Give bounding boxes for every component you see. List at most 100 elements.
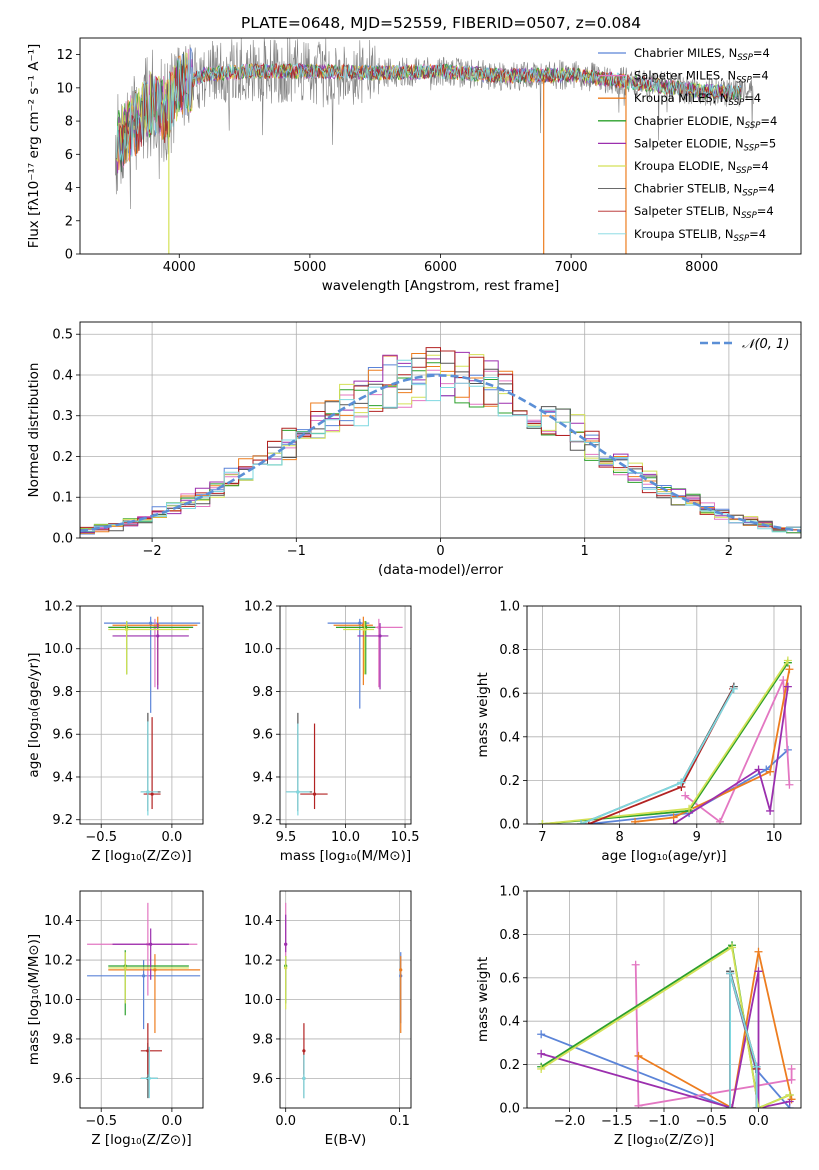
legend-label-sub: SSP xyxy=(734,234,750,244)
residual-histogram-step xyxy=(80,350,801,533)
weight-point-marker xyxy=(787,1075,796,1084)
legend-label-base: Salpeter STELIB, N xyxy=(634,204,741,218)
spectrum-panel: 4000 5000 6000 7000 8000 0 2 4 6 8 10 12 wavelength … xyxy=(26,37,802,294)
legend-label-sub: SSP xyxy=(744,143,760,153)
residuals-frame xyxy=(79,321,802,539)
weight-point-marker xyxy=(538,820,547,824)
weight-series-line xyxy=(540,945,791,1108)
age_vs_z-y-tick-label: 9.6 xyxy=(52,728,73,743)
spectrum-ylabel: Flux [fλ10⁻¹⁷ erg cm⁻² s⁻¹ A⁻¹] xyxy=(26,44,42,249)
age_vs_z-xlabel: Z [log₁₀(Z/Z⊙)] xyxy=(91,848,191,864)
legend-label-base: Kroupa ELODIE, N xyxy=(634,159,736,173)
age_vs_mass-x-tick-label: 10.0 xyxy=(331,830,360,845)
legend-label-base: Chabrier STELIB, N xyxy=(634,182,742,196)
age_vs_mass-frame xyxy=(279,605,412,825)
weight-point-marker xyxy=(752,1104,761,1108)
spectrum-x-tick-label: 7000 xyxy=(555,260,588,275)
weight-point-marker xyxy=(754,947,763,956)
spectrum-y-tick-label: 0 xyxy=(65,248,73,263)
spectrum-x-tick-label: 8000 xyxy=(685,260,718,275)
mass_vs_z-xlabel: Z [log₁₀(Z/Z⊙)] xyxy=(91,1132,191,1148)
age_vs_z-panel: −0.5 0.0 9.2 9.4 9.6 9.8 10.0 10.2 Z [log₁₀(Z/Z⊙… xyxy=(26,600,204,864)
spectrum-plot-area xyxy=(115,38,754,254)
age_vs_mass-plot-area xyxy=(285,616,403,816)
legend-label-sub: SSP xyxy=(736,76,752,86)
weight-point-marker xyxy=(779,676,788,685)
legend-label-sub: SSP xyxy=(742,189,758,199)
legend-label: Chabrier ELODIE, NSSP=4 xyxy=(634,114,777,131)
weight_vs_age-y-tick-label: 0.6 xyxy=(499,687,520,702)
weight-point-marker xyxy=(537,1064,546,1073)
weight_vs_z-y-tick-label: 0.0 xyxy=(499,1102,520,1117)
legend-label-tail: =4 xyxy=(749,227,766,241)
data-point xyxy=(284,966,288,970)
weight-point-marker xyxy=(754,967,763,976)
legend-label: Salpeter STELIB, NSSP=4 xyxy=(634,204,774,221)
weight-point-marker xyxy=(577,820,586,824)
residuals-y-tick-label: 0.4 xyxy=(52,368,73,383)
mass_vs_ebv-y-tick-label: 10.4 xyxy=(244,914,273,929)
residuals-y-tick-label: 0.3 xyxy=(52,409,73,424)
age_vs_mass-panel: 9.5 10.0 10.5 9.2 9.4 9.6 9.8 10.0 10.2 mass [log… xyxy=(244,600,419,865)
weight_vs_z-x-tick-label: −1.0 xyxy=(648,1114,680,1129)
weight_vs_z-frame xyxy=(526,890,802,1109)
weight-point-marker xyxy=(785,665,794,674)
mass_vs_z-y-tick-label: 10.4 xyxy=(44,914,73,929)
weight-point-marker xyxy=(766,767,775,776)
weight_vs_z-ylabel: mass weight xyxy=(475,957,491,1042)
weight-point-marker xyxy=(787,1064,796,1073)
data-point xyxy=(399,968,403,972)
weight_vs_age-panel: 7 8 9 10 0.0 0.2 0.4 0.6 0.8 1.0 age [log₁₀(age/yr… xyxy=(475,600,802,864)
weight-series-line xyxy=(540,973,791,1108)
weight-series-line xyxy=(634,964,793,1107)
age_vs_mass-y-tick-label: 9.2 xyxy=(252,813,273,828)
weight-point-marker xyxy=(677,778,686,787)
age_vs_z-y-tick-label: 9.4 xyxy=(52,770,73,785)
weight-point-marker xyxy=(783,656,792,665)
age_vs_mass-y-tick-label: 10.2 xyxy=(244,600,273,615)
weight-point-marker xyxy=(634,1051,643,1060)
age_vs_z-plot-area xyxy=(104,616,201,816)
weight_vs_z-x-tick-label: −1.5 xyxy=(601,1114,633,1129)
weight_vs_z-panel: −2.0 −1.5 −1.0 −0.5 0.0 0.0 0.2 0.4 0.6 0.8 1.0 Z [… xyxy=(475,885,802,1148)
age_vs_z-y-tick-label: 9.2 xyxy=(52,813,73,828)
mass_vs_z-x-tick-label: 0.0 xyxy=(162,1114,183,1129)
weight_vs_age-xlabel: age [log₁₀(age/yr)] xyxy=(601,848,726,864)
residuals-y-tick-label: 0.2 xyxy=(52,450,73,465)
data-point xyxy=(312,792,317,796)
residuals-x-tick-label: −2 xyxy=(143,544,162,559)
data-point xyxy=(284,942,288,946)
age_vs_mass-y-tick-label: 10.0 xyxy=(244,642,273,657)
weight_vs_z-y-tick-label: 1.0 xyxy=(499,885,520,900)
weight_vs_age-y-tick-label: 0.8 xyxy=(499,643,520,658)
legend-label-base: Chabrier ELODIE, N xyxy=(634,114,745,128)
data-point xyxy=(362,627,367,632)
weight-series-line xyxy=(580,688,735,824)
weight_vs_z-plot-area xyxy=(537,941,796,1108)
legend-label-tail: =4 xyxy=(744,91,761,105)
weight-point-marker xyxy=(726,969,735,978)
mass_vs_z-ylabel: mass [log₁₀(M/M⊙)] xyxy=(26,934,42,1065)
legend-label: Kroupa MILES, NSSP=4 xyxy=(634,91,761,108)
residuals-x-tick-label: 2 xyxy=(725,544,733,559)
residuals-panel: −2 −1 0 1 2 0.0 0.1 0.2 0.3 0.4 0.5 (data-model)/er… xyxy=(26,321,802,578)
data-point xyxy=(378,634,382,638)
data-point xyxy=(123,966,127,970)
spectrum-frame xyxy=(79,37,802,255)
age_vs_z-x-tick-label: −0.5 xyxy=(85,830,117,845)
residuals-x-tick-label: 0 xyxy=(436,544,444,559)
age_vs_mass-xlabel: mass [log₁₀(M/M⊙)] xyxy=(280,848,411,864)
weight-point-marker xyxy=(631,817,640,824)
data-point xyxy=(147,1076,151,1081)
mass_vs_z-x-tick-label: −0.5 xyxy=(85,1114,117,1129)
mass_vs_ebv-frame xyxy=(279,890,412,1109)
legend-label-tail: =4 xyxy=(760,114,777,128)
legend-label-sub: SSP xyxy=(745,121,761,131)
age_vs_z-y-tick-label: 10.0 xyxy=(44,642,73,657)
weight-point-marker xyxy=(681,791,690,800)
plots-layer: 4000 5000 6000 7000 8000024681012wavelength … xyxy=(26,37,802,1148)
residuals-x-tick-label: −1 xyxy=(287,544,306,559)
mass_vs_ebv-y-tick-label: 9.6 xyxy=(252,1072,273,1087)
weight_vs_age-x-tick-label: 10 xyxy=(766,830,783,845)
